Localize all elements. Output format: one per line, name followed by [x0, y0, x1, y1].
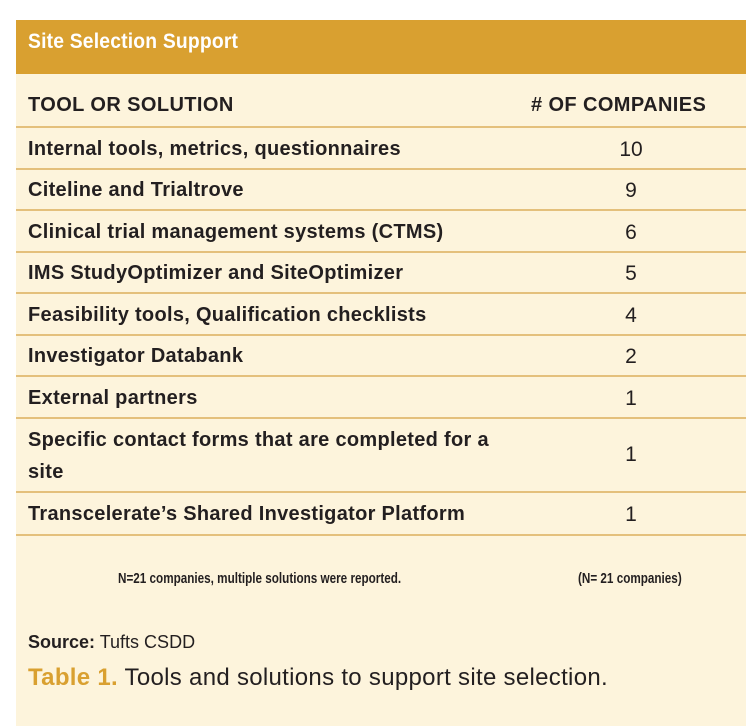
caption-label: Table 1.	[28, 664, 118, 691]
tool-name: External partners	[28, 387, 198, 409]
tool-name: Internal tools, metrics, questionnaires	[28, 138, 401, 160]
source-value: Tufts CSDD	[99, 632, 196, 652]
company-count: 1	[625, 443, 637, 466]
table-caption: Table 1. Tools and solutions to support …	[28, 664, 608, 692]
table-row: Citeline and Trialtrove 9	[16, 170, 746, 211]
table-row: Transcelerate’s Shared Investigator Plat…	[16, 493, 746, 536]
company-count: 5	[625, 262, 637, 285]
footnote-sample-size: (N= 21 companies)	[578, 570, 682, 587]
caption-text: Tools and solutions to support site sele…	[124, 664, 608, 691]
column-header-count: # OF COMPANIES	[531, 94, 707, 116]
tool-name: Citeline and Trialtrove	[28, 179, 244, 201]
company-count: 1	[625, 503, 637, 526]
table-row: IMS StudyOptimizer and SiteOptimizer 5	[16, 253, 746, 294]
tool-name: Clinical trial management systems (CTMS)	[28, 221, 444, 243]
table-header-bar	[16, 20, 746, 74]
table-panel	[16, 20, 746, 726]
company-count: 6	[625, 221, 637, 244]
tool-name: Transcelerate’s Shared Investigator Plat…	[28, 503, 466, 525]
tool-name: Feasibility tools, Qualification checkli…	[28, 304, 427, 326]
table-row: External partners 1	[16, 377, 746, 419]
source-line: Source: Tufts CSDD	[28, 632, 195, 653]
column-header-tool: TOOL OR SOLUTION	[28, 94, 234, 116]
tool-name: Investigator Databank	[28, 345, 244, 367]
source-label: Source:	[28, 632, 96, 652]
footnote-sample-note: N=21 companies, multiple solutions were …	[118, 570, 402, 587]
company-count: 2	[625, 345, 637, 368]
tool-name: IMS StudyOptimizer and SiteOptimizer	[28, 262, 404, 284]
column-header-row: TOOL OR SOLUTION # OF COMPANIES	[16, 74, 746, 128]
table-title: Site Selection Support	[28, 30, 239, 53]
table-row: Specific contact forms that are complete…	[16, 419, 746, 493]
company-count: 9	[625, 179, 637, 202]
company-count: 4	[625, 304, 637, 327]
table-row: Clinical trial management systems (CTMS)…	[16, 211, 746, 253]
company-count: 1	[625, 387, 637, 410]
tool-name: Specific contact forms that are complete…	[28, 429, 489, 483]
table-row: Feasibility tools, Qualification checkli…	[16, 294, 746, 336]
company-count: 10	[619, 138, 643, 161]
table-row: Internal tools, metrics, questionnaires …	[16, 128, 746, 170]
table-row: Investigator Databank 2	[16, 336, 746, 377]
